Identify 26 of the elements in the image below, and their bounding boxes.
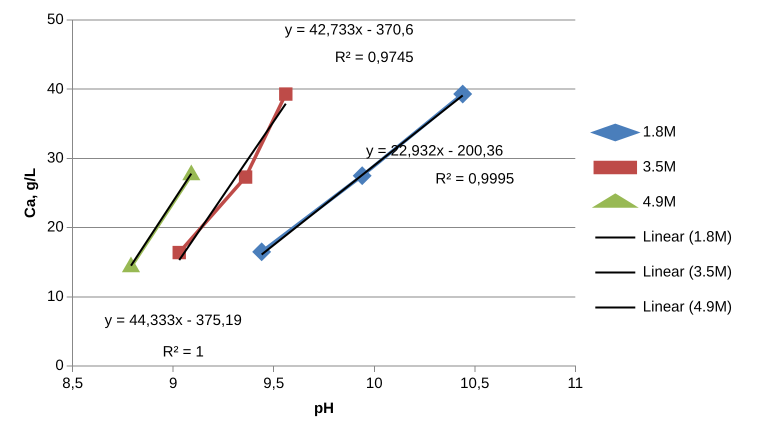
x-tick-label: 9 <box>169 375 178 392</box>
legend-label: 4.9M <box>642 194 676 211</box>
y-tick-label: 0 <box>55 357 64 374</box>
annotation: y = 22,932x - 200,36 <box>366 142 504 160</box>
y-tick-label: 40 <box>46 80 64 98</box>
annotation: y = 44,333x - 375,19 <box>104 312 242 330</box>
x-tick-label: 9,5 <box>263 375 284 392</box>
y-tick-label: 50 <box>46 11 64 28</box>
legend-label: Linear (3.5M) <box>642 264 732 281</box>
legend-label: Linear (4.9M) <box>642 298 732 316</box>
annotation: R² = 1 <box>162 343 204 360</box>
x-tick-label: 10 <box>366 375 383 392</box>
annotation: R² = 0,9995 <box>435 170 514 188</box>
legend-label: 3.5M <box>642 158 676 176</box>
x-tick-label: 8,5 <box>62 375 84 392</box>
legend-label: Linear (1.8M) <box>642 228 732 246</box>
legend-label: 1.8M <box>642 124 676 141</box>
annotation: R² = 0,9745 <box>334 49 414 66</box>
y-tick-label: 10 <box>46 288 64 305</box>
annotation: y = 42,733x - 370,6 <box>284 22 414 39</box>
x-tick-label: 11 <box>568 375 584 392</box>
y-axis-title: Ca, g/L <box>22 168 40 218</box>
x-axis-title: pH <box>314 400 334 418</box>
y-tick-label: 30 <box>46 150 64 167</box>
x-tick-label: 10,5 <box>460 375 490 392</box>
y-tick-label: 20 <box>46 218 64 236</box>
